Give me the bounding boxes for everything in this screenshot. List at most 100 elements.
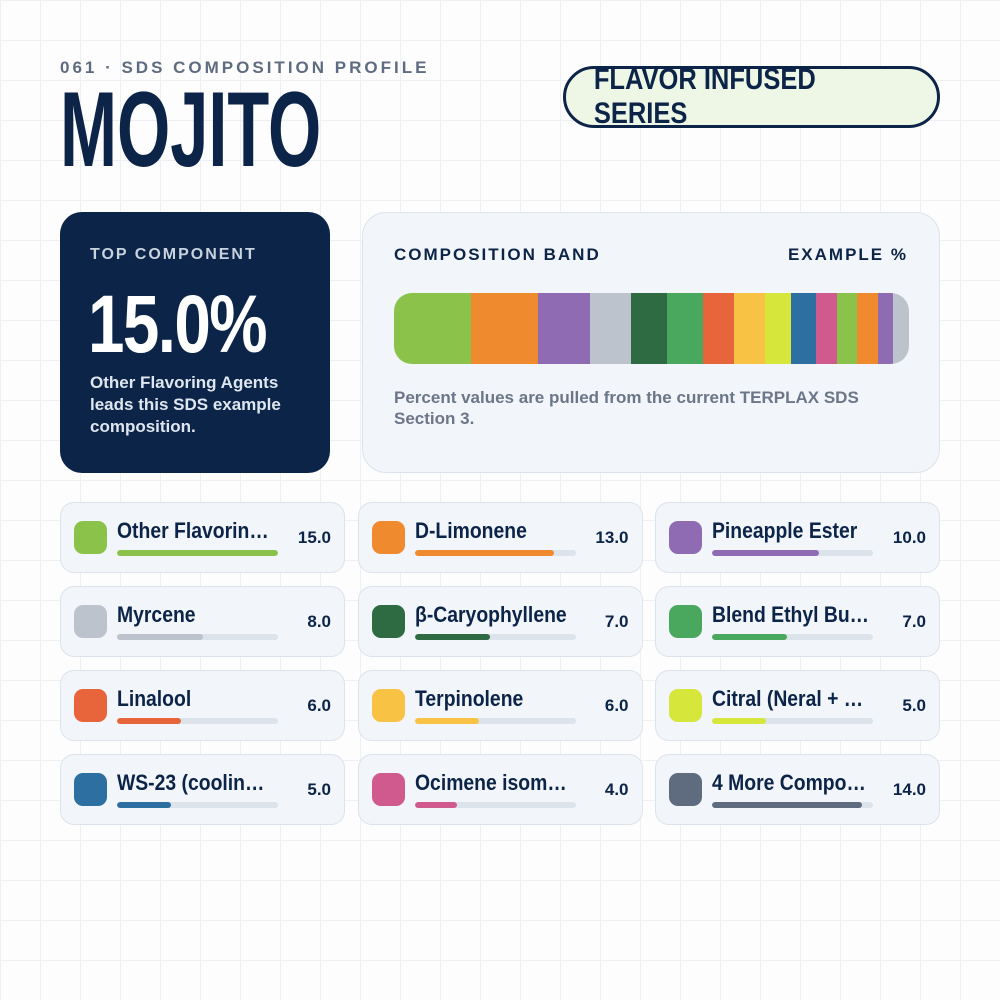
swatch (74, 773, 107, 806)
bar-fill (414, 550, 555, 556)
component-card: 4 More Compo… 14.0 (655, 754, 940, 825)
bar-fill (414, 634, 490, 640)
bar-track (414, 802, 576, 808)
swatch (669, 521, 702, 554)
component-value: 15.0 (297, 528, 331, 547)
bar-track (414, 634, 576, 640)
component-card: Terpinolene 6.0 (357, 670, 643, 741)
bar-fill (117, 550, 278, 556)
bar-track (712, 634, 873, 640)
band-segment (702, 293, 734, 364)
bar-fill (414, 718, 479, 724)
top-value: 15.0% (88, 279, 268, 370)
badge-text: FLAVOR INFUSED SERIES (593, 63, 816, 130)
component-name: Pineapple Ester (712, 518, 858, 543)
component-value: 5.0 (902, 696, 926, 715)
bar-fill (712, 802, 863, 808)
component-name: Terpinolene (414, 686, 523, 711)
component-name: β-Caryophyllene (414, 602, 567, 627)
swatch (371, 605, 405, 638)
bar-track (712, 550, 873, 556)
component-value: 8.0 (307, 612, 331, 631)
band-segment (733, 293, 765, 364)
bar-track (712, 802, 873, 808)
band-segment (630, 293, 667, 364)
top-label: TOP COMPONENT (90, 246, 257, 263)
top-text: Other Flavoring Agents leads this SDS ex… (90, 373, 281, 436)
component-card: Linalool 6.0 (60, 670, 345, 741)
band-segment (878, 293, 894, 364)
bar-track (712, 718, 873, 724)
bar-fill (712, 718, 766, 724)
component-card: β-Caryophyllene 7.0 (357, 586, 643, 657)
component-name: Linalool (117, 686, 192, 711)
band-note: Percent values are pulled from the curre… (394, 388, 859, 428)
component-value: 14.0 (892, 780, 926, 799)
bar-fill (414, 802, 458, 808)
bar-track (117, 718, 278, 724)
component-name: D-Limonene (414, 518, 527, 543)
component-value: 7.0 (604, 612, 629, 631)
band-segment (857, 293, 879, 364)
swatch (669, 605, 702, 638)
component-name: Ocimene isom… (414, 770, 567, 795)
band-title: COMPOSITION BAND (394, 245, 601, 264)
component-name: WS-23 (coolin… (117, 770, 265, 795)
band-segment (836, 293, 858, 364)
swatch (371, 773, 405, 806)
bar-fill (712, 550, 820, 556)
component-value: 7.0 (902, 612, 926, 631)
bar-fill (117, 802, 171, 808)
component-value: 6.0 (604, 696, 629, 715)
title: MOJITO (60, 69, 322, 189)
bar-track (414, 550, 576, 556)
bar-track (117, 550, 278, 556)
component-name: Blend Ethyl Bu… (712, 602, 870, 627)
component-card: WS-23 (coolin… 5.0 (60, 754, 345, 825)
band-segment (790, 293, 817, 364)
component-card: Pineapple Ester 10.0 (655, 502, 940, 573)
eyebrow: 061 · SDS COMPOSITION PROFILE (60, 58, 430, 77)
bar-fill (117, 634, 203, 640)
band-segment (538, 293, 590, 364)
component-value: 10.0 (892, 528, 926, 547)
swatch (74, 689, 107, 722)
component-card: Blend Ethyl Bu… 7.0 (655, 586, 940, 657)
swatch (74, 605, 107, 638)
band-segment (764, 293, 791, 364)
swatch (669, 773, 702, 806)
component-value: 6.0 (307, 696, 331, 715)
band-segment (893, 293, 909, 364)
bar-track (117, 802, 278, 808)
swatch (74, 521, 107, 554)
band-card: COMPOSITION BAND EXAMPLE % Percent value… (362, 212, 940, 473)
component-name: Other Flavorin… (117, 518, 269, 543)
bar-fill (117, 718, 182, 724)
component-name: 4 More Compo… (712, 770, 866, 795)
band-segment (394, 293, 472, 364)
component-card: Ocimene isom… 4.0 (357, 754, 643, 825)
swatch (669, 689, 702, 722)
component-card: Citral (Neral + … 5.0 (655, 670, 940, 741)
band (394, 293, 909, 364)
component-card: Myrcene 8.0 (60, 586, 345, 657)
band-segment (816, 293, 837, 364)
component-card: Other Flavorin… 15.0 (60, 502, 345, 573)
band-segment (589, 293, 631, 364)
component-card: D-Limonene 13.0 (357, 502, 643, 573)
bar-fill (712, 634, 788, 640)
badge: FLAVOR INFUSED SERIES (563, 63, 940, 130)
component-value: 4.0 (604, 780, 629, 799)
top-card: TOP COMPONENT 15.0% Other Flavoring Agen… (60, 212, 330, 473)
band-segment (471, 293, 539, 364)
swatch (371, 521, 405, 554)
component-value: 13.0 (595, 528, 629, 547)
component-value: 5.0 (307, 780, 331, 799)
band-unit: EXAMPLE % (787, 245, 908, 264)
component-name: Citral (Neral + … (712, 686, 864, 711)
band-segment (666, 293, 703, 364)
swatch (371, 689, 405, 722)
bar-track (117, 634, 278, 640)
component-name: Myrcene (117, 602, 196, 627)
